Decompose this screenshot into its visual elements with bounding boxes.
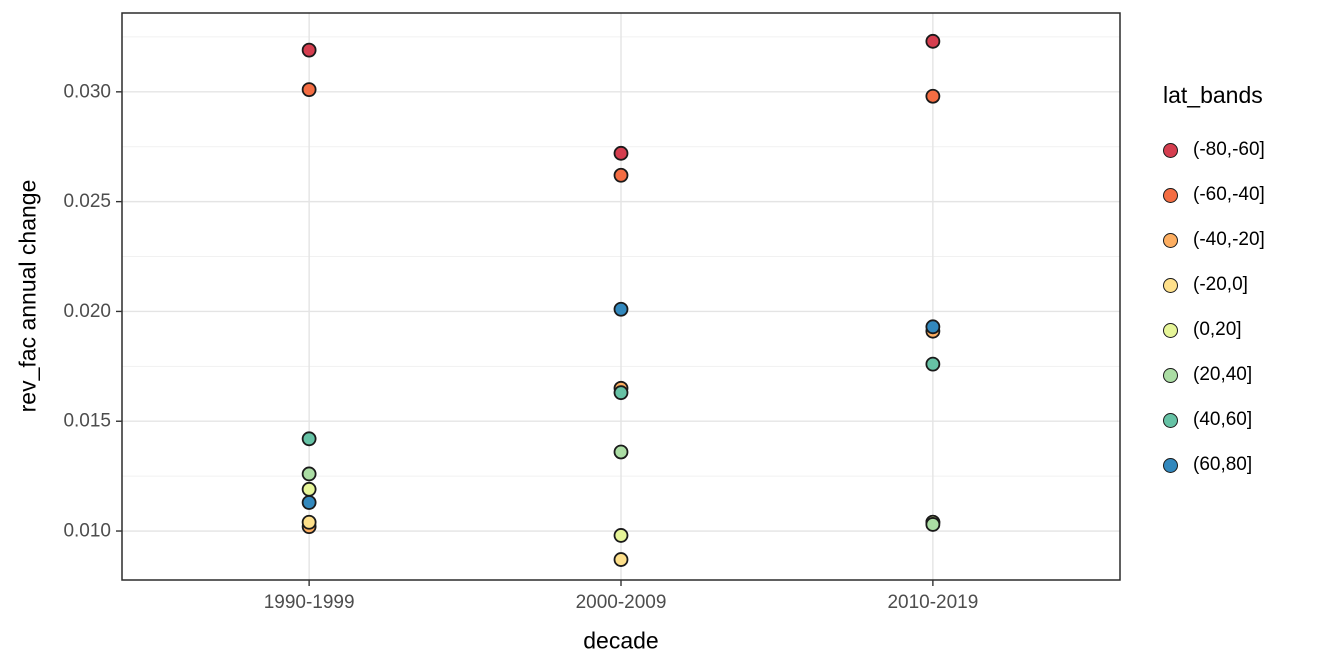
data-point: [301, 431, 317, 447]
legend-key-dot: [1163, 142, 1178, 158]
legend-item: (-20,0]: [1163, 270, 1265, 300]
data-point: [613, 167, 629, 183]
x-tick-label: 2000-2009: [576, 592, 667, 613]
legend: lat_bands (-80,-60] (-60,-40] (-40,-20] (-2…: [1163, 82, 1265, 480]
legend-key-dot: [1163, 457, 1178, 473]
legend-items: (-80,-60] (-60,-40] (-40,-20] (-20,0] (0,20]…: [1163, 135, 1265, 480]
legend-key-dot: [1163, 277, 1178, 293]
legend-key-dot: [1163, 187, 1178, 203]
y-tick-label: 0.015: [63, 411, 111, 432]
legend-title: lat_bands: [1163, 82, 1263, 108]
data-point: [613, 528, 629, 543]
y-tick-label: 0.030: [63, 81, 111, 102]
data-point: [925, 319, 941, 335]
data-point: [613, 552, 629, 567]
legend-item: (0,20]: [1163, 315, 1265, 345]
legend-key-label: (-40,-20]: [1193, 229, 1265, 250]
legend-item: (-60,-40]: [1163, 180, 1265, 210]
data-point: [301, 82, 317, 98]
legend-key-label: (-80,-60]: [1193, 139, 1265, 160]
data-point: [925, 356, 941, 372]
y-tick-label: 0.020: [63, 301, 111, 322]
data-point: [613, 385, 629, 401]
x-tick-label: 1990-1999: [264, 592, 355, 613]
legend-item: (-40,-20]: [1163, 225, 1265, 255]
x-axis-title: decade: [583, 627, 659, 654]
data-point: [301, 42, 317, 58]
legend-item: (20,40]: [1163, 360, 1265, 390]
legend-key-dot: [1163, 322, 1178, 338]
data-point: [613, 301, 629, 317]
data-point: [301, 481, 317, 497]
data-point: [613, 145, 629, 161]
data-point: [613, 444, 629, 460]
y-tick-label: 0.025: [63, 191, 111, 212]
data-point: [301, 466, 317, 482]
legend-key-dot: [1163, 367, 1178, 383]
legend-key-label: (20,40]: [1193, 364, 1253, 385]
legend-item: (40,60]: [1163, 405, 1265, 435]
legend-key-label: (-20,0]: [1193, 274, 1248, 295]
y-tick-label: 0.010: [63, 521, 111, 542]
legend-item: (-80,-60]: [1163, 135, 1265, 165]
legend-item: (60,80]: [1163, 450, 1265, 480]
data-point: [925, 517, 941, 532]
legend-key-label: (40,60]: [1193, 409, 1253, 430]
legend-key-dot: [1163, 232, 1178, 248]
legend-key-label: (0,20]: [1193, 319, 1242, 340]
data-point: [301, 514, 317, 530]
x-tick-label: 2010-2019: [887, 592, 978, 613]
data-point: [301, 495, 317, 510]
data-point: [925, 33, 941, 49]
legend-key-label: (60,80]: [1193, 454, 1253, 475]
legend-key-dot: [1163, 412, 1178, 428]
y-axis-title: rev_fac annual change: [14, 179, 41, 413]
legend-key-label: (-60,-40]: [1193, 184, 1265, 205]
data-point: [925, 88, 941, 104]
